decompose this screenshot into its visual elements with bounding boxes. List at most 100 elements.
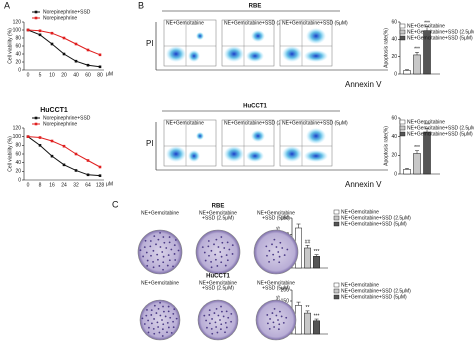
point — [38, 136, 42, 139]
legend-label: NE+Gemcitabine+SSD (5μM) — [407, 131, 473, 137]
colony — [225, 310, 228, 313]
colony — [203, 314, 206, 317]
colony — [143, 246, 146, 249]
legend-label: NE+Gemcitabine — [341, 209, 379, 215]
colony — [166, 331, 168, 334]
colony — [215, 258, 217, 261]
colony — [167, 305, 170, 308]
x-tick-label: 32 — [73, 182, 79, 188]
cell-cloud — [224, 46, 244, 62]
colony — [220, 305, 222, 308]
plate — [253, 229, 299, 275]
point — [38, 144, 42, 147]
colony — [221, 241, 224, 244]
colony — [221, 310, 223, 313]
bar — [313, 320, 320, 335]
colony — [145, 251, 148, 254]
colony — [146, 259, 149, 262]
colony — [175, 317, 178, 320]
y-tick-label: 40 — [15, 160, 21, 166]
x-axis-label: μM — [106, 181, 113, 187]
condition-label: NE+Gemcitabine — [166, 20, 204, 26]
legend-swatch — [399, 131, 406, 137]
chart-title: HuCCT1 — [40, 107, 68, 114]
error-bar — [314, 318, 319, 321]
legend-label: NE+Gemcitabine — [341, 282, 379, 288]
panel-letter: A — [4, 0, 10, 10]
colony — [227, 316, 230, 319]
colony — [152, 249, 155, 252]
colony — [224, 331, 226, 334]
cell-cloud — [251, 130, 265, 142]
colony — [208, 322, 211, 325]
colony — [225, 326, 228, 329]
colony — [266, 254, 268, 257]
colony — [150, 309, 153, 312]
colony — [146, 264, 149, 267]
colony — [285, 316, 288, 319]
colony — [214, 321, 217, 324]
colony — [152, 260, 154, 263]
colony — [219, 319, 221, 321]
cell-cloud — [304, 150, 328, 162]
condition-label: NE+Gemcitabine+SSD (5μM) — [282, 120, 348, 126]
colony — [142, 255, 145, 258]
error-bar — [415, 150, 419, 154]
colony — [278, 255, 281, 258]
colony — [214, 253, 217, 256]
bar — [413, 54, 421, 75]
colony — [273, 238, 276, 241]
point — [26, 135, 30, 138]
legend-swatch — [333, 288, 340, 294]
point — [98, 174, 102, 177]
y-axis-label: Apoptosis rate(%) — [383, 126, 389, 166]
legend-swatch — [333, 215, 340, 221]
condition-label: NE+Gemcitabine — [141, 210, 179, 216]
condition-label: NE+Gemcitabine — [141, 280, 179, 286]
legend-swatch — [399, 35, 406, 41]
condition-label: NE+Gemcitabine — [199, 280, 237, 286]
point — [38, 33, 42, 37]
colony — [210, 260, 212, 263]
colony — [219, 328, 222, 331]
colony — [228, 248, 231, 251]
legend-label: NE+Gemcitabine — [407, 119, 445, 125]
colony — [266, 314, 269, 316]
colony — [217, 314, 220, 317]
point — [98, 65, 102, 69]
colony — [174, 259, 177, 261]
cell-cloud — [282, 146, 302, 162]
y-tick-label: 60 — [391, 19, 397, 25]
colony — [162, 323, 165, 326]
significance: *** — [314, 249, 320, 255]
colony — [169, 316, 172, 319]
colony — [159, 246, 162, 248]
colony — [277, 251, 280, 253]
colony — [220, 261, 223, 264]
colony — [157, 238, 160, 241]
colony — [216, 265, 219, 267]
colony — [172, 326, 175, 329]
panel-letter: C — [112, 199, 119, 209]
x-tick-label: 0 — [27, 182, 30, 188]
colony — [231, 244, 234, 247]
significance: *** — [414, 145, 420, 151]
colony — [162, 236, 165, 238]
colony — [166, 264, 169, 267]
colony — [170, 248, 173, 251]
colony — [220, 323, 223, 326]
condition-label: NE+Gemcitabine — [166, 120, 204, 126]
colony — [153, 235, 156, 238]
colony — [161, 328, 164, 331]
colony — [146, 309, 148, 311]
cell-cloud — [282, 46, 302, 62]
colony — [163, 310, 165, 313]
x-tick-label: 40 — [73, 72, 79, 78]
y-tick-label: 60 — [391, 115, 397, 121]
plate — [137, 229, 183, 275]
row-title: RBE — [212, 204, 225, 210]
legend-label: Norepinephrine — [43, 15, 77, 21]
colony — [150, 254, 152, 257]
y-tick-label: 80 — [15, 35, 21, 41]
legend-swatch — [333, 294, 340, 300]
